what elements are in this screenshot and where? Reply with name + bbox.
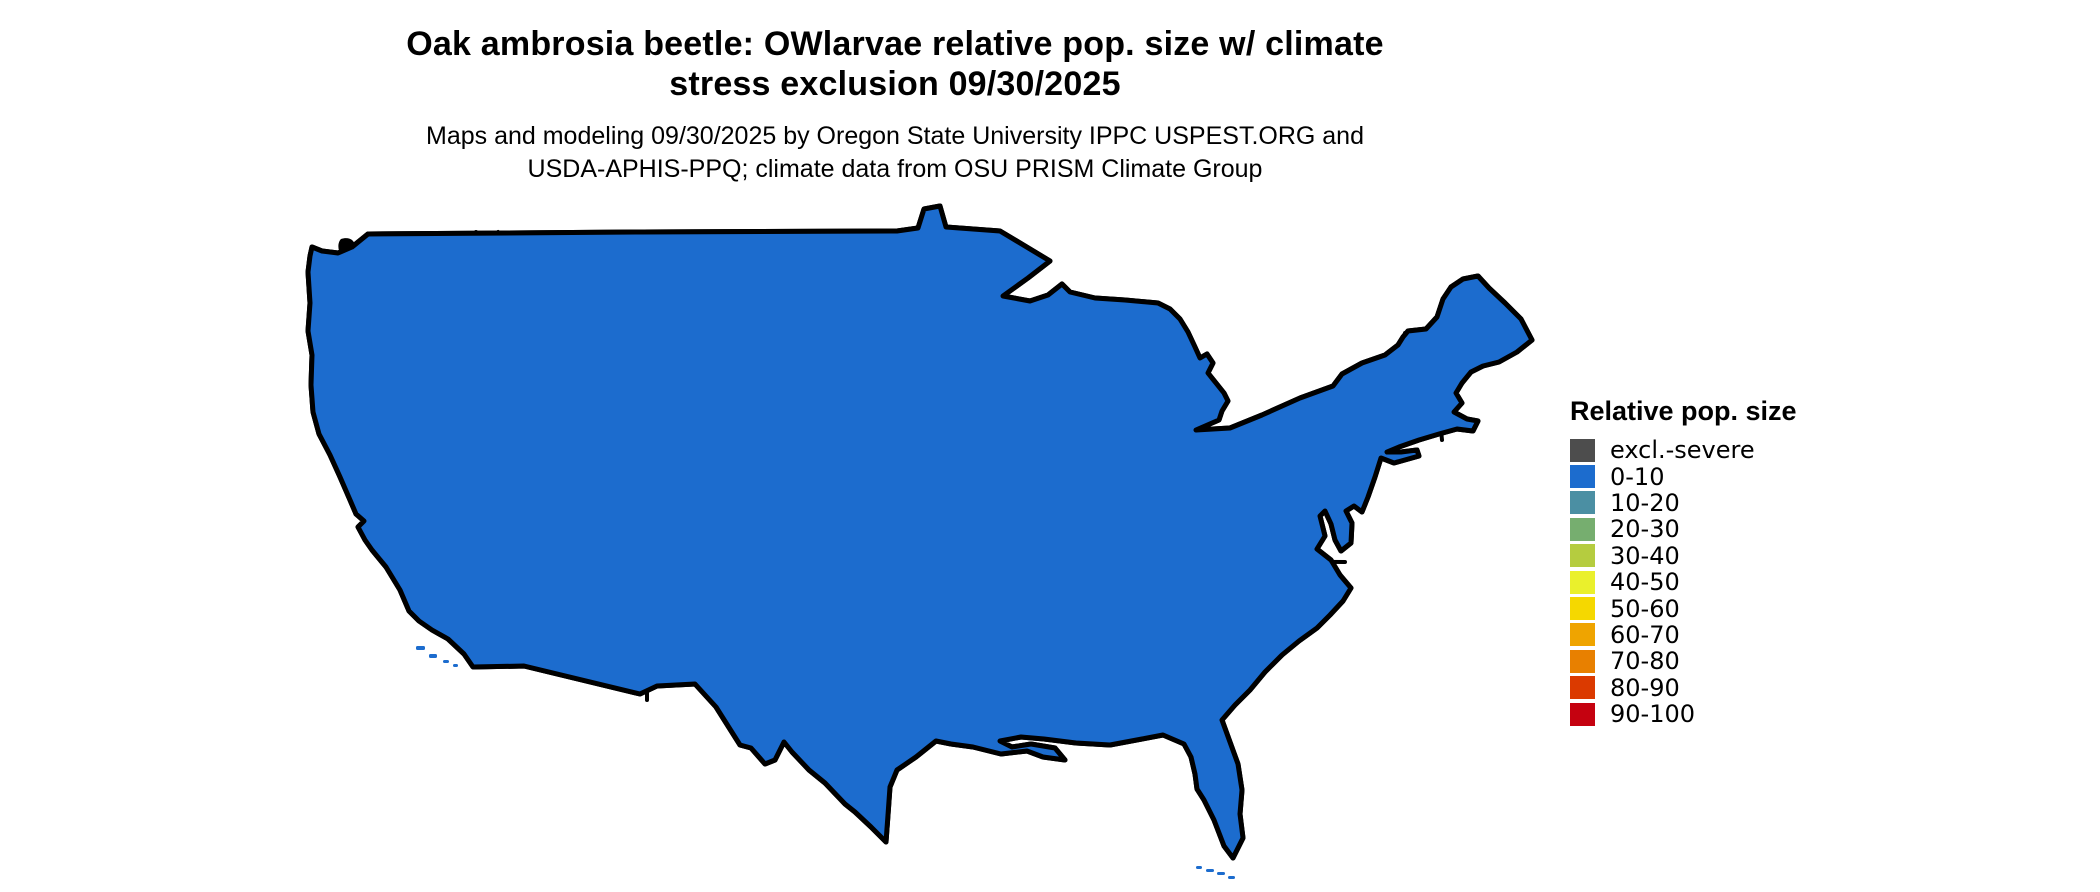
legend-item: 50-60 [1570, 594, 1797, 623]
legend-item: 60-70 [1570, 620, 1797, 649]
legend-item: 90-100 [1570, 700, 1797, 729]
map-subtitle: Maps and modeling 09/30/2025 by Oregon S… [0, 120, 1790, 186]
legend-swatch [1570, 570, 1595, 594]
legend-item: 10-20 [1570, 488, 1797, 517]
legend-label: 40-50 [1610, 568, 1680, 597]
island-dot [443, 660, 449, 663]
legend-label: 20-30 [1610, 515, 1680, 544]
legend-item: 40-50 [1570, 568, 1797, 597]
island-dot [1228, 876, 1235, 879]
figure-titles: Oak ambrosia beetle: OWlarvae relative p… [0, 0, 1790, 186]
legend-item: 70-80 [1570, 647, 1797, 676]
legend-swatch [1570, 676, 1595, 700]
island-dot [429, 654, 437, 658]
us-outline-stroke [308, 206, 1532, 858]
legend-label: 80-90 [1610, 673, 1680, 702]
legend-label: 70-80 [1610, 647, 1680, 676]
legend-swatch [1570, 544, 1595, 568]
map-legend: Relative pop. size excl.-severe 0-10 10-20… [1570, 396, 1797, 729]
legend-swatch [1570, 517, 1595, 541]
legend-swatch [1570, 438, 1595, 462]
map-title-line2: stress exclusion 09/30/2025 [669, 65, 1121, 103]
island-dot [453, 664, 458, 667]
legend-label: 60-70 [1610, 620, 1680, 649]
legend-item: 80-90 [1570, 673, 1797, 702]
legend-title: Relative pop. size [1570, 396, 1797, 426]
island-dot [1206, 869, 1214, 872]
legend-item: excl.-severe [1570, 436, 1797, 465]
island-dot [416, 646, 425, 650]
legend-label: 90-100 [1610, 700, 1696, 729]
legend-label: 10-20 [1610, 488, 1680, 517]
map-subtitle-line2: USDA-APHIS-PPQ; climate data from OSU PR… [527, 155, 1263, 183]
legend-swatch [1570, 649, 1595, 673]
legend-swatch [1570, 702, 1595, 726]
legend-swatch [1570, 465, 1595, 489]
legend-label: excl.-severe [1610, 436, 1755, 465]
legend-swatch [1570, 491, 1595, 515]
legend-label: 0-10 [1610, 462, 1665, 491]
map-title-line1: Oak ambrosia beetle: OWlarvae relative p… [406, 25, 1384, 63]
island-dot [1217, 872, 1225, 875]
legend-label: 50-60 [1610, 594, 1680, 623]
legend-label: 30-40 [1610, 541, 1680, 570]
legend-item: 0-10 [1570, 462, 1797, 491]
legend-swatch [1570, 623, 1595, 647]
map-subtitle-line1: Maps and modeling 09/30/2025 by Oregon S… [426, 122, 1364, 150]
legend-items: excl.-severe 0-10 10-20 20-30 30-40 40-50 50-6… [1570, 436, 1797, 729]
islands-group [416, 646, 1235, 879]
legend-swatch [1570, 597, 1595, 621]
legend-item: 30-40 [1570, 541, 1797, 570]
legend-item: 20-30 [1570, 515, 1797, 544]
island-dot [1196, 866, 1202, 869]
